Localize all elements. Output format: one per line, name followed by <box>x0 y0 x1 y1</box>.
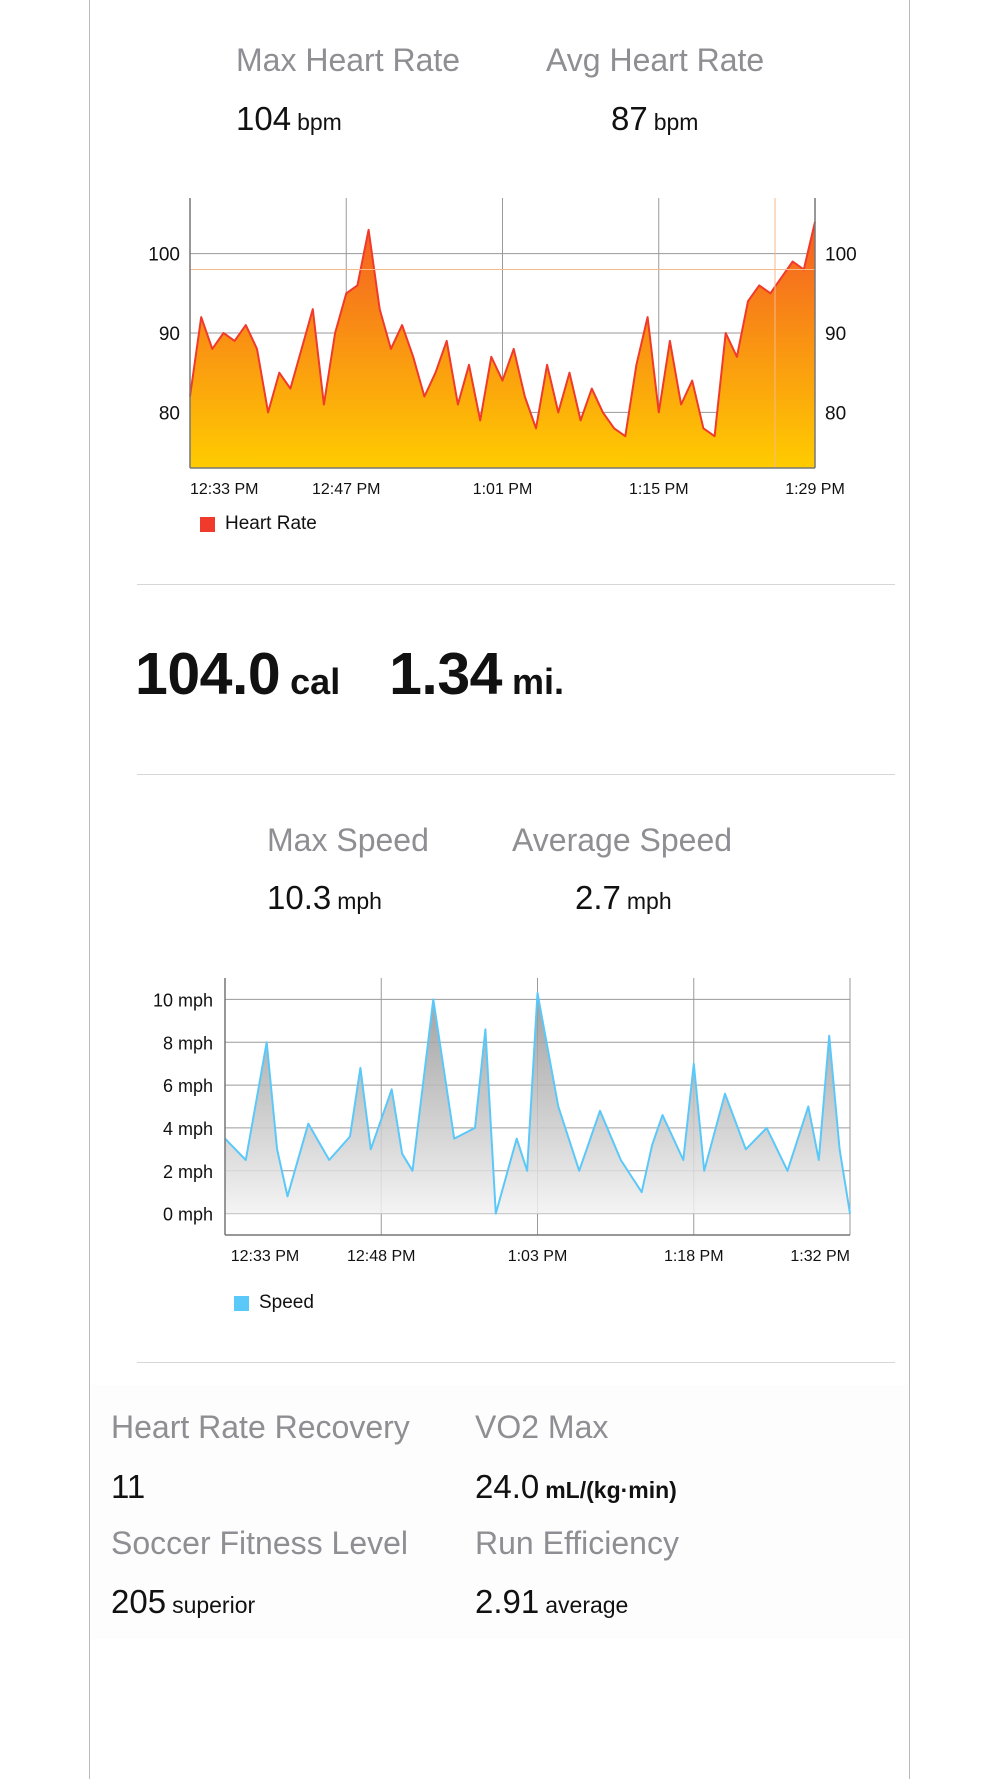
heart-rate-area <box>190 221 815 468</box>
speed-legend: Speed <box>234 1292 314 1314</box>
heart-rate-recovery-label: Heart Rate Recovery <box>111 1409 410 1445</box>
speed-y-tick-label: 6 mph <box>163 1076 213 1096</box>
heart-rate-legend: Heart Rate <box>200 513 317 535</box>
fitness-metrics: Heart Rate Recovery 11 VO2 Max 24.0 mL/(k… <box>91 1385 908 1639</box>
avg-heart-rate-label: Avg Heart Rate <box>546 42 765 78</box>
heart-rate-recovery-value: 11 <box>111 1468 146 1505</box>
distance-value: 1.34 <box>389 641 502 707</box>
workout-totals: 104.0 cal 1.34 mi. <box>135 640 564 708</box>
speed-legend-label: Speed <box>259 1292 314 1313</box>
soccer-fitness-level-value: 205 superior <box>111 1583 256 1620</box>
speed-x-tick-label: 12:48 PM <box>347 1248 415 1265</box>
speed-y-tick-label: 2 mph <box>163 1162 213 1182</box>
avg-heart-rate-value: 87 bpm <box>611 100 699 137</box>
average-speed-label: Average Speed <box>512 822 733 858</box>
soccer-fitness-level-label: Soccer Fitness Level <box>111 1525 409 1561</box>
heart-rate-y-tick-label: 100 <box>148 245 180 266</box>
heart-rate-y-tick-label: 90 <box>825 324 846 345</box>
heart-rate-x-tick-label: 1:29 PM <box>785 481 845 498</box>
max-speed-value: 10.3 mph <box>267 879 382 916</box>
calories-value: 104.0 <box>135 641 281 707</box>
heart-rate-y-tick-label: 100 <box>825 245 857 266</box>
run-efficiency-label: Run Efficiency <box>475 1525 679 1561</box>
heart-rate-legend-label: Heart Rate <box>225 513 317 534</box>
speed-y-tick-label: 8 mph <box>163 1033 213 1053</box>
vo2-max-label: VO2 Max <box>475 1409 609 1445</box>
heart-rate-y-tick-label: 90 <box>159 324 180 345</box>
max-speed-label: Max Speed <box>267 822 429 858</box>
heart-rate-y-tick-label: 80 <box>825 403 846 424</box>
heart-rate-legend-swatch <box>200 516 215 532</box>
speed-y-tick-label: 10 mph <box>153 990 213 1010</box>
speed-x-tick-label: 12:33 PM <box>231 1248 299 1265</box>
speed-chart: 0 mph 2 mph 4 mph 6 mph 8 mph 10 mph 12:33 PM 1… <box>130 970 870 1280</box>
max-heart-rate-value: 104 bpm <box>236 100 342 137</box>
heart-rate-line <box>189 221 816 438</box>
heart-rate-x-tick-label: 1:01 PM <box>473 481 533 498</box>
heart-rate-x-tick-label: 12:33 PM <box>190 481 258 498</box>
heart-rate-chart: 80 80 90 90 100 100 12:33 PM 12:47 PM 1:01 PM 1:1… <box>130 190 870 500</box>
speed-area <box>225 993 850 1214</box>
average-speed-value: 2.7 mph <box>575 879 672 916</box>
speed-x-tick-label: 1:18 PM <box>664 1248 724 1265</box>
speed-legend-swatch <box>234 1295 249 1311</box>
speed-line <box>224 992 851 1215</box>
speed-x-tick-label: 1:32 PM <box>790 1248 850 1265</box>
heart-rate-x-tick-label: 12:47 PM <box>312 481 380 498</box>
vo2-max-value: 24.0 mL/(kg·min) <box>475 1468 677 1505</box>
distance-unit: mi. <box>511 661 564 702</box>
speed-y-tick-label: 0 mph <box>163 1205 213 1225</box>
divider <box>137 584 895 585</box>
heart-rate-y-tick-label: 80 <box>159 403 180 424</box>
heart-rate-x-tick-label: 1:15 PM <box>629 481 689 498</box>
run-efficiency-value: 2.91 average <box>475 1583 629 1620</box>
max-heart-rate-label: Max Heart Rate <box>236 42 461 78</box>
speed-y-tick-label: 4 mph <box>163 1119 213 1139</box>
divider <box>137 1362 895 1363</box>
divider <box>137 774 895 775</box>
speed-x-tick-label: 1:03 PM <box>508 1248 568 1265</box>
calories-unit: cal <box>290 661 341 702</box>
